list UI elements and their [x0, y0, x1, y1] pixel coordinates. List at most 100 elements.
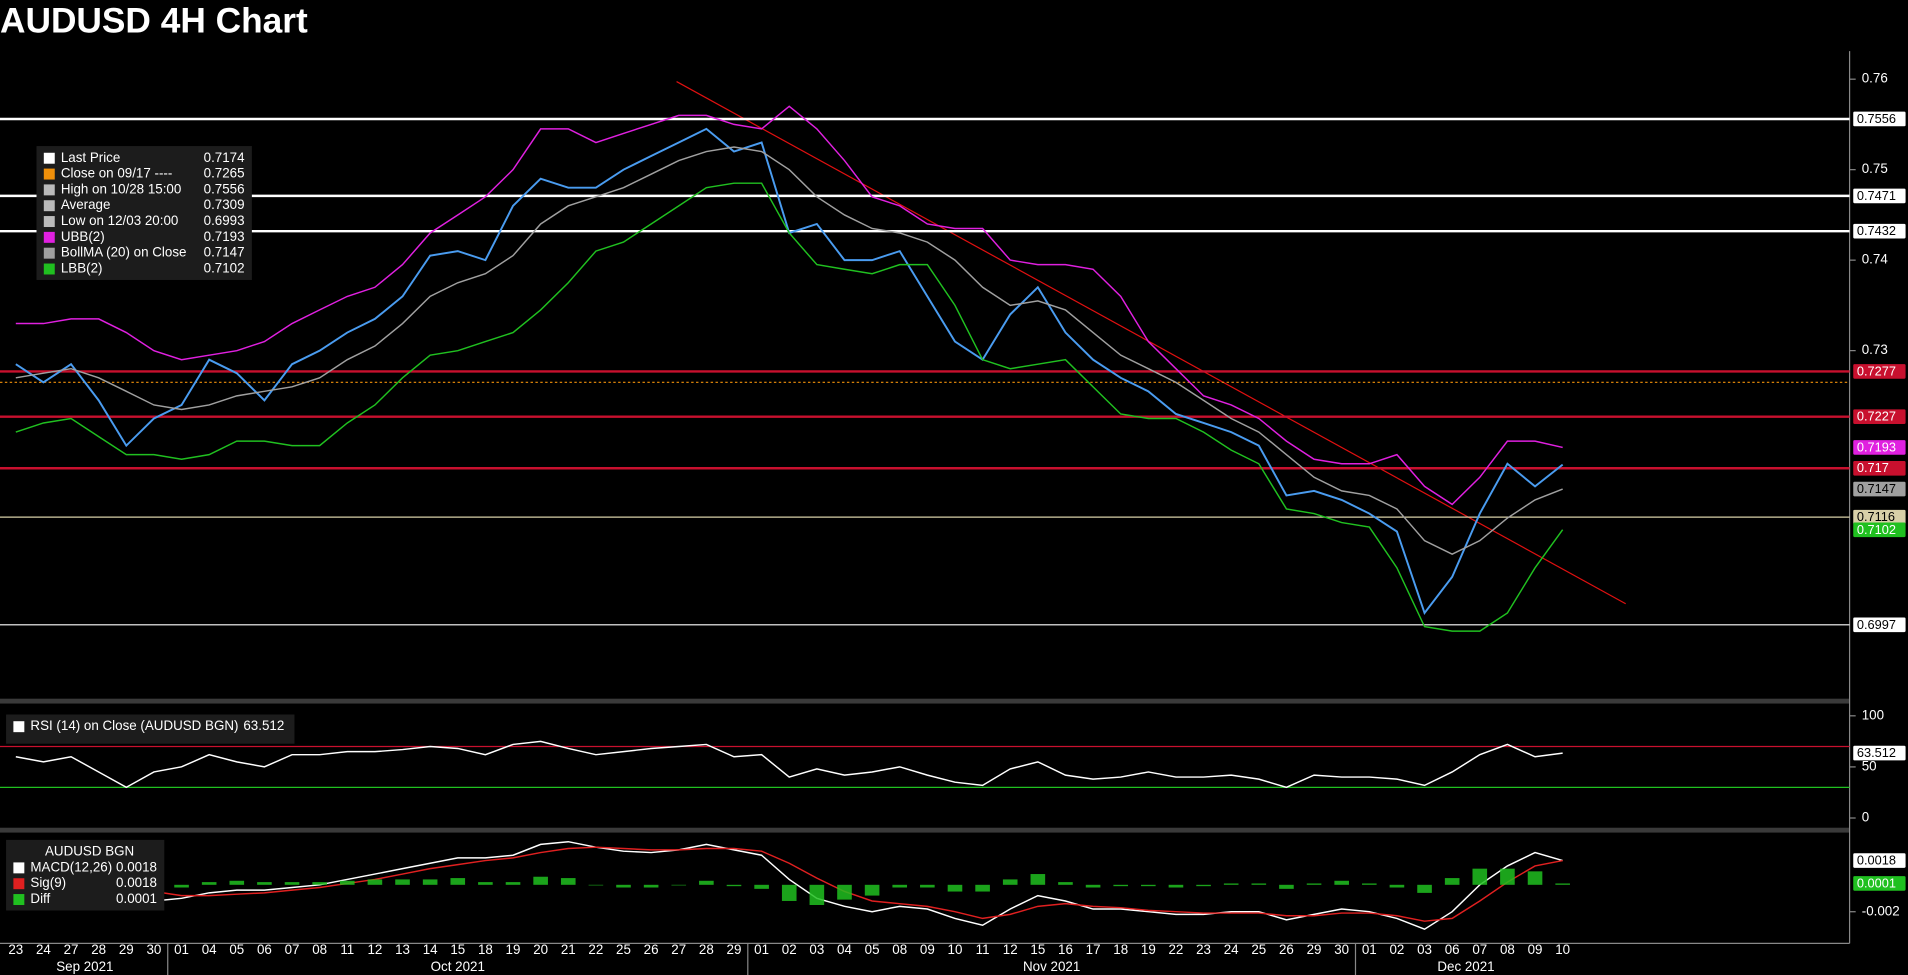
value-tag-box: [1853, 223, 1906, 239]
x-tick-label: 02: [782, 942, 797, 957]
histogram-bar: [781, 884, 797, 901]
histogram-bar: [1030, 874, 1046, 885]
x-tick-label: 09: [1528, 942, 1543, 957]
legend-label: RSI (14) on Close (AUDUSD BGN): [30, 718, 238, 733]
histogram-bar: [947, 884, 963, 892]
x-tick-label: 27: [64, 942, 79, 957]
legend-label: Average: [61, 197, 111, 212]
series-line: [15, 182, 1564, 632]
legend-title: AUDUSD BGN: [45, 844, 134, 859]
x-tick-label: 01: [754, 942, 769, 957]
x-tick-label: 28: [91, 942, 106, 957]
series-line: [15, 740, 1563, 789]
legend-swatch: [43, 231, 55, 243]
value-tag: 0.7471: [1857, 188, 1896, 203]
x-tick-label: 19: [506, 942, 521, 957]
histogram-bar: [174, 884, 189, 888]
histogram-bar: [395, 879, 410, 885]
legend-swatch: [43, 168, 55, 180]
value-tag: 0.7277: [1857, 363, 1896, 378]
histogram-bar: [201, 882, 217, 885]
x-tick-label: 26: [644, 942, 659, 957]
histogram-bar: [533, 876, 548, 885]
histogram-bar: [1113, 884, 1129, 887]
value-tag: 0.717: [1857, 460, 1889, 475]
x-tick-label: 04: [202, 942, 217, 957]
legend-swatch: [13, 862, 25, 874]
legend-label: BollMA (20) on Close: [61, 245, 187, 260]
value-tag-box: [1853, 509, 1906, 525]
legend-box: [6, 714, 295, 744]
legend-swatch: [13, 721, 25, 733]
histogram-bar: [1196, 884, 1211, 887]
legend-value: 0.7265: [204, 166, 245, 181]
x-month-label: Sep 2021: [56, 959, 113, 974]
x-tick-label: 29: [727, 942, 742, 957]
histogram-bar: [478, 882, 493, 885]
x-tick-label: 24: [1224, 942, 1239, 957]
x-tick-label: 12: [367, 942, 382, 957]
x-tick-label: 15: [1030, 942, 1045, 957]
x-tick-label: 25: [616, 942, 631, 957]
value-tag-box: [1853, 617, 1906, 633]
x-tick-label: 12: [1003, 942, 1018, 957]
legend-value: 0.6993: [204, 213, 245, 228]
value-tag: 0.6997: [1857, 617, 1896, 632]
x-tick-label: 22: [588, 942, 603, 957]
value-tag-box: [1853, 745, 1906, 761]
histogram-bar: [809, 884, 825, 905]
x-tick-label: 23: [1196, 942, 1211, 957]
histogram-bar: [754, 884, 769, 889]
series-line: [15, 105, 1563, 506]
histogram-bar: [422, 879, 438, 885]
legend-box: [6, 839, 165, 911]
x-tick-label: 10: [948, 942, 963, 957]
legend-value: 0.7147: [204, 245, 245, 260]
value-tag-box: [1853, 440, 1906, 455]
y-tick-label: 100: [1862, 707, 1884, 722]
x-month-label: Nov 2021: [1023, 959, 1080, 974]
histogram-bar: [1223, 883, 1239, 885]
x-tick-label: 23: [8, 942, 23, 957]
y-tick-label: 0.74: [1862, 252, 1889, 267]
x-tick-label: 17: [1086, 942, 1101, 957]
histogram-bar: [1002, 879, 1018, 885]
legend-value: 0.7193: [204, 229, 245, 244]
histogram-bar: [560, 878, 576, 885]
legend-value: 0.0018: [116, 875, 157, 890]
legend-label: MACD(12,26): [30, 859, 112, 874]
legend-label: High on 10/28 15:00: [61, 181, 181, 196]
value-tag: 0.7193: [1857, 439, 1896, 454]
series-line: [15, 846, 1563, 922]
legend-label: LBB(2): [61, 261, 103, 276]
histogram-bar: [1168, 884, 1184, 888]
value-tag-box: [1853, 522, 1906, 538]
x-tick-label: 30: [1334, 942, 1349, 957]
histogram-bar: [1389, 884, 1405, 888]
x-tick-label: 07: [1472, 942, 1487, 957]
x-tick-label: 11: [340, 942, 354, 957]
value-tag: 0.7116: [1857, 509, 1895, 524]
x-tick-label: 06: [1445, 942, 1460, 957]
series-line: [15, 146, 1563, 556]
histogram-bar: [1058, 882, 1073, 885]
histogram-bar: [505, 882, 521, 885]
value-tag-box: [1853, 876, 1906, 891]
value-tag: 0.7102: [1857, 522, 1896, 537]
value-tag-box: [1853, 460, 1906, 476]
histogram-bar: [588, 884, 604, 886]
x-tick-label: 22: [1169, 942, 1184, 957]
x-tick-label: 16: [1058, 942, 1073, 957]
legend-value: 0.0018: [116, 859, 157, 874]
histogram-bar: [284, 882, 300, 885]
value-tag: 0.7556: [1857, 111, 1896, 126]
x-tick-label: 09: [920, 942, 935, 957]
legend-label: Last Price: [61, 150, 120, 165]
y-tick-label: 0: [1862, 810, 1869, 825]
y-tick-label: -0.002: [1862, 903, 1900, 918]
histogram-bar: [1417, 884, 1432, 893]
legend-label: UBB(2): [61, 229, 105, 244]
